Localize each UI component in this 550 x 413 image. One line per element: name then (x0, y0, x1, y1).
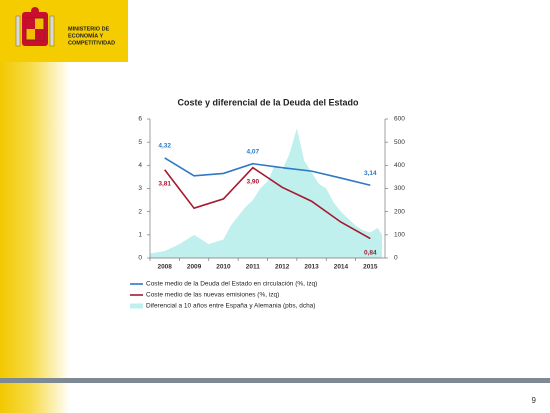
side-strip (0, 0, 70, 413)
legend-label: Coste medio de las nuevas emisiones (%, … (146, 292, 279, 299)
value-label: 3,81 (158, 180, 171, 187)
y2-tick-label: 200 (394, 208, 405, 215)
value-label: 4,07 (246, 148, 259, 155)
x-tick-label: 2008 (157, 264, 172, 271)
y-tick-label: 6 (138, 116, 142, 123)
legend-label: Coste medio de la Deuda del Estado en ci… (146, 281, 317, 288)
x-tick-label: 2013 (304, 264, 319, 271)
y-tick-label: 1 (138, 232, 142, 239)
y-tick-label: 2 (138, 208, 142, 215)
y2-tick-label: 300 (394, 185, 405, 192)
coat-of-arms (15, 7, 55, 47)
legend-label: Diferencial a 10 años entre España y Ale… (146, 303, 315, 310)
value-label: 3,90 (246, 178, 259, 185)
line (164, 157, 371, 187)
y-tick-label: 4 (138, 162, 142, 169)
y2-tick-label: 400 (394, 162, 405, 169)
x-tick-label: 2012 (275, 264, 290, 271)
value-label: 0,84 (364, 249, 377, 256)
y2-tick-label: 0 (394, 255, 398, 262)
legend-swatch (130, 303, 143, 309)
line (164, 166, 371, 240)
y-tick-label: 5 (138, 139, 142, 146)
value-label: 4,32 (158, 143, 171, 150)
header-band (0, 0, 128, 62)
x-tick-label: 2009 (187, 264, 202, 271)
y-tick-label: 3 (138, 185, 142, 192)
y-tick-label: 0 (138, 255, 142, 262)
x-tick-label: 2011 (246, 264, 260, 271)
page-number: 9 (532, 396, 537, 405)
x-tick-label: 2014 (334, 264, 349, 271)
ministry-line: COMPETITIVIDAD (68, 40, 115, 46)
chart-title: Coste y diferencial de la Deuda del Esta… (177, 97, 359, 107)
y2-tick-label: 600 (394, 116, 405, 123)
ministry-line: ECONOMÍA Y (68, 31, 103, 39)
y2-tick-label: 500 (394, 139, 405, 146)
x-tick-label: 2015 (363, 264, 378, 271)
x-tick-label: 2010 (216, 264, 231, 271)
area (150, 128, 383, 258)
ministry-line: MINISTERIO DE (68, 26, 110, 32)
value-label: 3,14 (364, 170, 377, 177)
y2-tick-label: 100 (394, 232, 405, 239)
footer-bar (0, 378, 550, 383)
